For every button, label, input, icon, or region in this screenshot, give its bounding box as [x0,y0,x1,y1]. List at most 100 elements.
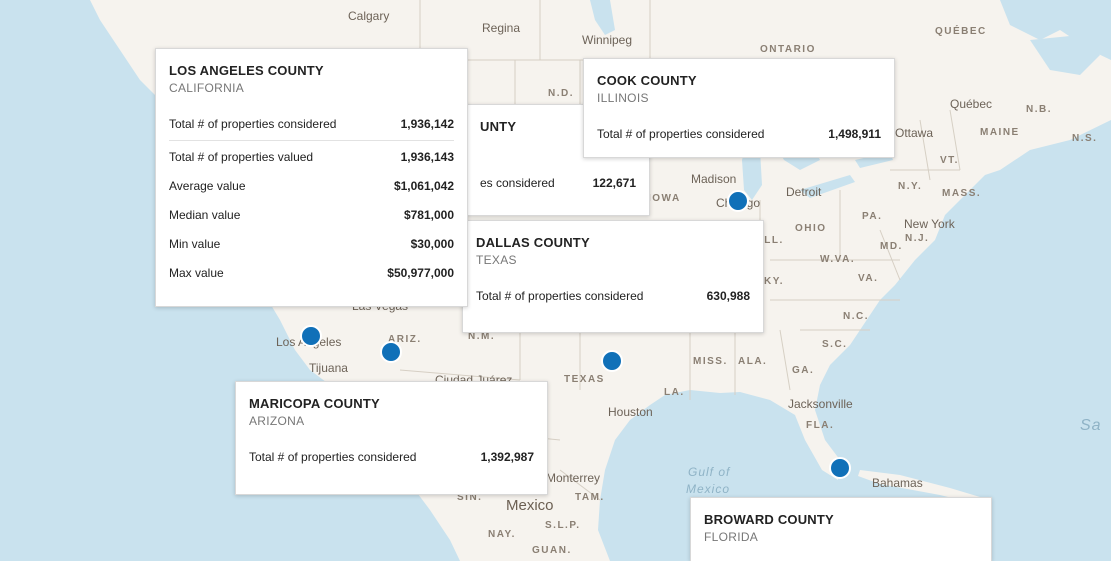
cook-county-marker[interactable] [727,190,749,212]
city-label: Bahamas [872,476,923,490]
state-name: ILLINOIS [597,91,649,105]
state-label: ALA. [738,356,767,367]
province-label: QUÉBEC [935,24,987,37]
state-label: N.M. [468,331,495,342]
city-label: Houston [608,405,653,419]
water-label: Gulf of [688,465,731,479]
city-label: Tijuana [309,361,348,375]
stat-value: 1,936,142 [400,117,454,131]
state-label: TAM. [575,492,605,503]
state-name: ARIZONA [249,414,305,428]
city-label: Québec [950,97,992,111]
state-label: N.C. [843,311,869,322]
state-label: S.C. [822,339,847,350]
province-label: ONTARIO [760,44,816,55]
stat-label: Min value [169,237,221,251]
city-label: Jacksonville [788,397,853,411]
county-name: COOK COUNTY [597,73,697,88]
stat-row: Max value $50,977,000 [169,266,454,295]
stat-value: $30,000 [410,237,454,251]
stat-value: 1,392,987 [480,450,534,464]
state-label: ILL. [760,235,784,246]
state-name: FLORIDA [704,530,759,544]
stat-value: 1,936,143 [400,150,454,164]
state-name: TEXAS [476,253,517,267]
cook-county-tooltip: COOK COUNTY ILLINOIS Total # of properti… [583,58,895,158]
stat-row: Total # of properties valued 1,936,143 [169,150,454,179]
stat-label: Total # of properties considered [597,127,765,141]
county-name: BROWARD COUNTY [704,512,834,527]
water-label: Sa [1080,417,1102,434]
state-label: OHIO [795,223,827,234]
state-label: MASS. [942,188,981,199]
state-label: PA. [862,211,882,222]
city-label: Winnipeg [582,33,632,47]
stat-label: Median value [169,208,241,222]
state-label: VT. [940,155,959,166]
state-label: FLA. [806,420,834,431]
state-label: W.VA. [820,254,855,265]
state-label: MISS. [693,356,728,367]
stat-value: 122,671 [592,176,636,190]
divider [169,140,454,141]
county-name: LOS ANGELES COUNTY [169,63,324,78]
dallas-county-marker[interactable] [601,350,623,372]
lake-winnipeg [590,0,615,35]
country-label: Mexico [506,497,554,514]
state-label: GA. [792,365,814,376]
stat-value: $50,977,000 [387,266,454,280]
county-name: DALLAS COUNTY [476,235,590,250]
stat-row: Total # of properties considered 1,498,9… [597,127,881,141]
dallas-county-tooltip: DALLAS COUNTY TEXAS Total # of propertie… [462,220,764,333]
city-label: Calgary [348,9,389,23]
stat-label: Max value [169,266,224,280]
state-label: GUAN. [532,545,572,556]
hudson-bay-inlet [1030,35,1100,75]
stat-row: Total # of properties considered 1,392,9… [249,450,534,464]
stat-value: $781,000 [403,208,454,222]
stat-row: es considered 122,671 [394,176,636,190]
state-label: NAY. [488,529,516,540]
city-label: Monterrey [546,471,600,485]
state-label: MAINE [980,127,1020,138]
city-label: Madison [691,172,736,186]
stat-label: Total # of properties considered [249,450,417,464]
city-label: Ottawa [895,126,933,140]
stat-label: Total # of properties considered [169,117,337,131]
los-angeles-county-marker[interactable] [300,325,322,347]
lake-erie [800,175,855,198]
state-label: VA. [858,273,878,284]
stat-value: 1,498,911 [828,127,881,141]
city-label: New York [904,217,956,231]
maricopa-county-marker[interactable] [380,341,402,363]
stat-row: Total # of properties considered 1,936,1… [169,117,454,131]
province-label: N.S. [1072,133,1097,144]
stat-value: $1,061,042 [393,179,454,193]
city-label: Regina [482,21,520,35]
broward-county-marker[interactable] [829,457,851,479]
state-name: CALIFORNIA [169,81,245,95]
province-label: N.B. [1026,104,1052,115]
los-angeles-county-tooltip: LOS ANGELES COUNTY CALIFORNIA Total # of… [155,48,468,307]
stat-value: 630,988 [706,289,750,303]
stat-row: Average value $1,061,042 [169,179,454,208]
state-label: N.D. [548,88,574,99]
stat-label: Total # of properties valued [169,150,314,164]
state-label: LA. [664,387,685,398]
state-label: IOWA [648,193,681,204]
stat-row: Min value $30,000 [169,237,454,266]
stat-row: Total # of properties considered 630,988 [476,289,750,303]
state-label: N.J. [905,233,929,244]
maricopa-county-tooltip: MARICOPA COUNTY ARIZONA Total # of prope… [235,381,548,495]
stat-label: es considered [480,176,555,190]
state-label: S.L.P. [545,520,581,531]
county-name: MARICOPA COUNTY [249,396,380,411]
city-label: Detroit [786,185,822,199]
stat-label: Total # of properties considered [476,289,644,303]
state-label: N.Y. [898,181,922,192]
stat-row: Median value $781,000 [169,208,454,237]
state-label: KY. [764,276,784,287]
water-label: Mexico [686,482,730,496]
county-name: UNTY [480,119,517,134]
state-label: TEXAS [564,374,605,385]
